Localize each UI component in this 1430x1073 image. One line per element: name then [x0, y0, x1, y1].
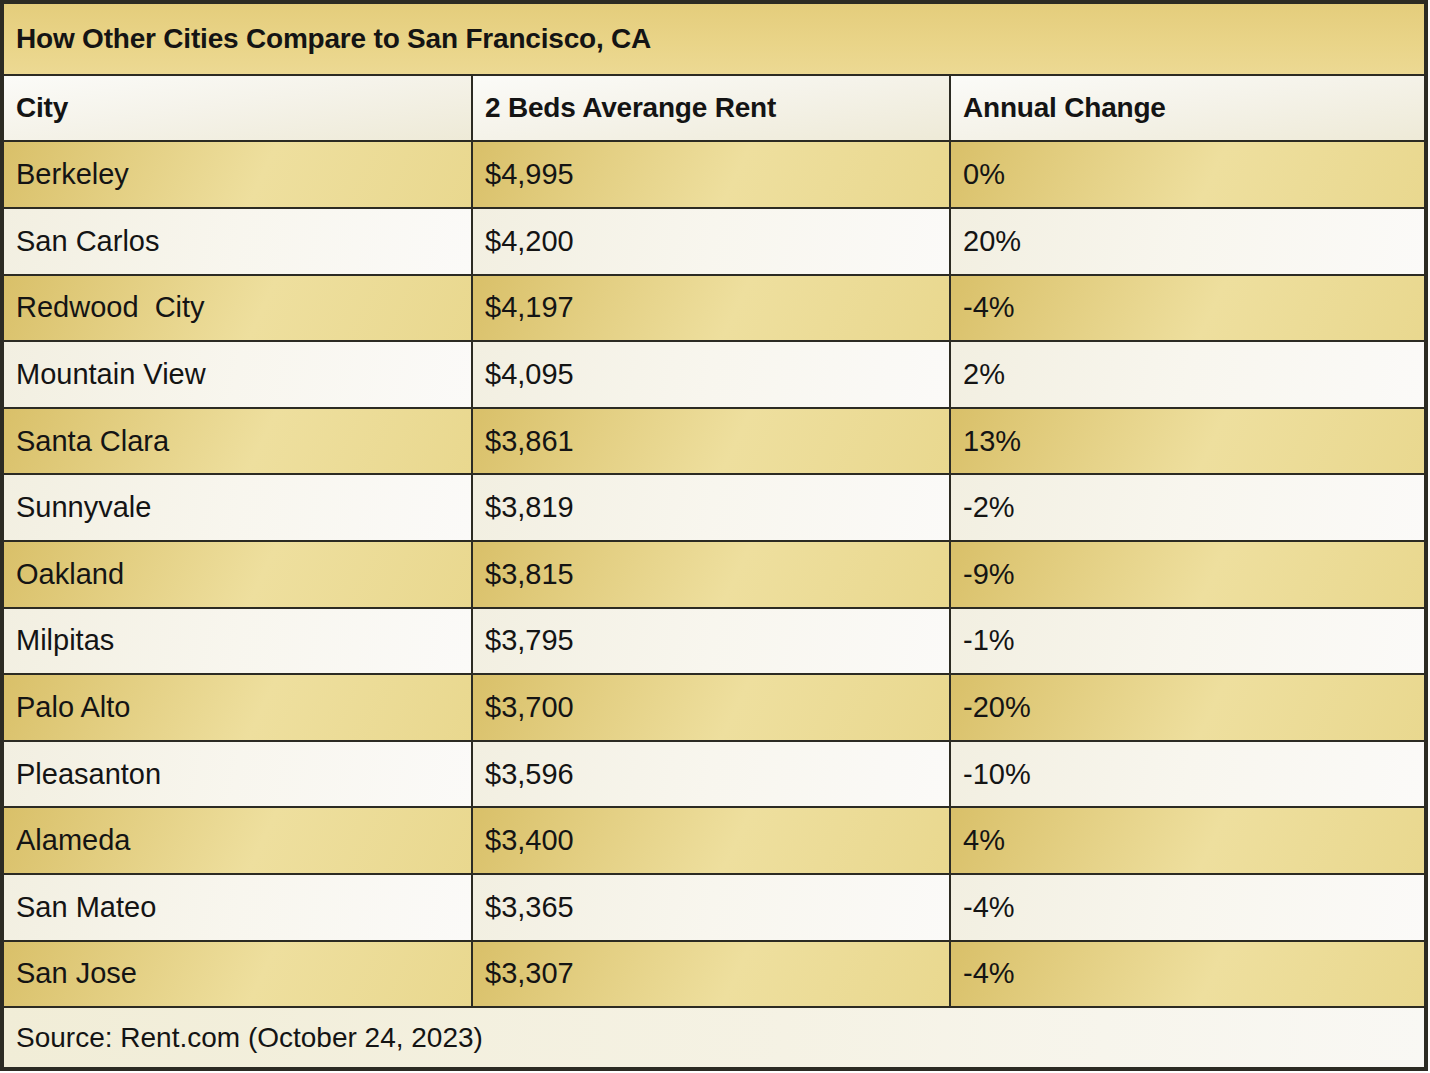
change-cell: -4% [950, 275, 1426, 342]
rent-comparison-table: How Other Cities Compare to San Francisc… [0, 0, 1428, 1071]
city-cell: Alameda [2, 807, 472, 874]
change-cell: -10% [950, 741, 1426, 808]
rent-cell: $4,200 [472, 208, 950, 275]
rent-cell: $4,995 [472, 141, 950, 208]
table-row: Oakland $3,815 -9% [2, 541, 1426, 608]
table-row: Santa Clara $3,861 13% [2, 408, 1426, 475]
city-cell: Mountain View [2, 341, 472, 408]
change-cell: 2% [950, 341, 1426, 408]
table-row: Mountain View $4,095 2% [2, 341, 1426, 408]
footer-row: Source: Rent.com (October 24, 2023) [2, 1007, 1426, 1069]
column-header-annual-change: Annual Change [950, 75, 1426, 142]
column-header-city: City [2, 75, 472, 142]
table-row: Pleasanton $3,596 -10% [2, 741, 1426, 808]
city-cell: San Jose [2, 941, 472, 1008]
page: How Other Cities Compare to San Francisc… [0, 0, 1430, 1073]
change-cell: 20% [950, 208, 1426, 275]
change-cell: 0% [950, 141, 1426, 208]
table-row: Milpitas $3,795 -1% [2, 608, 1426, 675]
rent-cell: $3,596 [472, 741, 950, 808]
city-cell: Sunnyvale [2, 474, 472, 541]
table-row: Berkeley $4,995 0% [2, 141, 1426, 208]
city-cell: Redwood City [2, 275, 472, 342]
rent-cell: $3,819 [472, 474, 950, 541]
rent-cell: $4,197 [472, 275, 950, 342]
table-row: San Mateo $3,365 -4% [2, 874, 1426, 941]
rent-cell: $3,365 [472, 874, 950, 941]
table-row: San Carlos $4,200 20% [2, 208, 1426, 275]
rent-cell: $3,815 [472, 541, 950, 608]
change-cell: -4% [950, 874, 1426, 941]
city-cell: Berkeley [2, 141, 472, 208]
city-cell: Santa Clara [2, 408, 472, 475]
source-note: Source: Rent.com (October 24, 2023) [2, 1007, 1426, 1069]
city-cell: Palo Alto [2, 674, 472, 741]
table-title: How Other Cities Compare to San Francisc… [2, 2, 1426, 75]
rent-cell: $3,400 [472, 807, 950, 874]
table-row: Redwood City $4,197 -4% [2, 275, 1426, 342]
table-row: Alameda $3,400 4% [2, 807, 1426, 874]
table-row: Palo Alto $3,700 -20% [2, 674, 1426, 741]
city-cell: Oakland [2, 541, 472, 608]
city-cell: San Carlos [2, 208, 472, 275]
header-row: City 2 Beds Averange Rent Annual Change [2, 75, 1426, 142]
rent-cell: $4,095 [472, 341, 950, 408]
table-body: How Other Cities Compare to San Francisc… [2, 2, 1426, 1069]
change-cell: 4% [950, 807, 1426, 874]
rent-cell: $3,307 [472, 941, 950, 1008]
rent-cell: $3,700 [472, 674, 950, 741]
rent-cell: $3,795 [472, 608, 950, 675]
change-cell: -9% [950, 541, 1426, 608]
city-cell: Milpitas [2, 608, 472, 675]
city-cell: Pleasanton [2, 741, 472, 808]
change-cell: -1% [950, 608, 1426, 675]
change-cell: 13% [950, 408, 1426, 475]
table-row: San Jose $3,307 -4% [2, 941, 1426, 1008]
title-row: How Other Cities Compare to San Francisc… [2, 2, 1426, 75]
change-cell: -4% [950, 941, 1426, 1008]
change-cell: -20% [950, 674, 1426, 741]
table-row: Sunnyvale $3,819 -2% [2, 474, 1426, 541]
change-cell: -2% [950, 474, 1426, 541]
city-cell: San Mateo [2, 874, 472, 941]
rent-cell: $3,861 [472, 408, 950, 475]
column-header-rent: 2 Beds Averange Rent [472, 75, 950, 142]
